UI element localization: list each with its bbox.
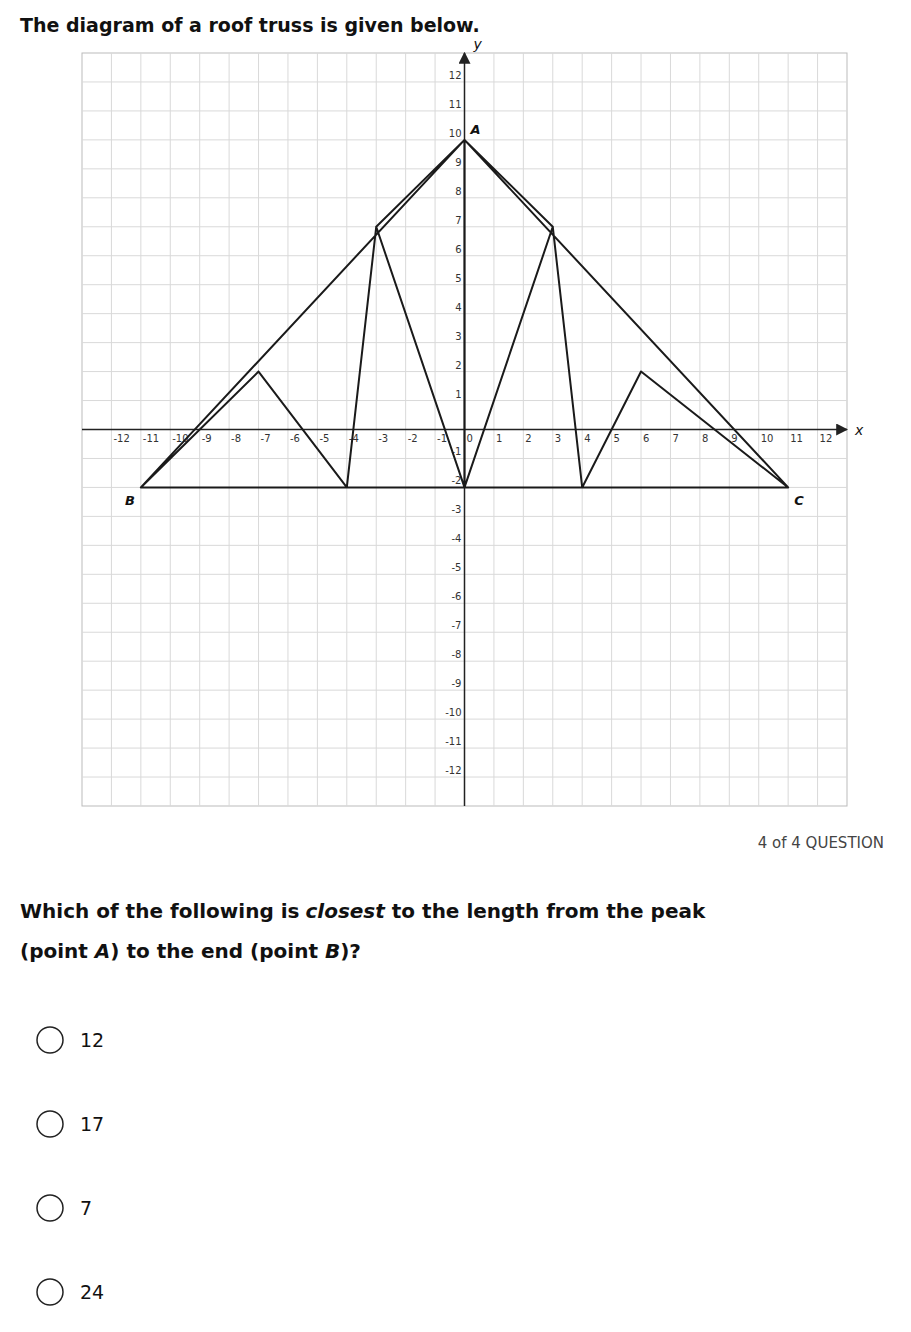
- point-label: A: [470, 122, 481, 137]
- x-tick-label: 6: [643, 433, 649, 444]
- grid: [82, 53, 847, 806]
- x-tick-label: 7: [672, 433, 678, 444]
- y-tick-label: 3: [455, 331, 461, 342]
- plot-area: [82, 53, 847, 806]
- y-tick-label: 5: [455, 273, 461, 284]
- x-tick-label: -12: [113, 433, 129, 444]
- y-tick-label: -6: [452, 591, 462, 602]
- y-tick-label: 4: [455, 302, 461, 313]
- y-tick-label: -9: [452, 678, 462, 689]
- y-tick-label: -12: [445, 765, 461, 776]
- y-tick-label: -5: [452, 562, 462, 573]
- y-tick-label: 1: [455, 389, 461, 400]
- question-part: (point: [20, 939, 95, 963]
- x-tick-label: 12: [820, 433, 833, 444]
- question-line: Which of the following isclosest to the …: [20, 899, 706, 923]
- title: The diagram of a roof truss is given bel…: [20, 14, 480, 36]
- question-part: B: [325, 939, 340, 963]
- question-part: Which of the following is: [20, 899, 299, 923]
- y-tick-label: -8: [452, 649, 462, 660]
- x-tick-label: 5: [614, 433, 620, 444]
- x-tick-label: -7: [261, 433, 271, 444]
- x-tick-label: 9: [731, 433, 737, 444]
- choice-label[interactable]: 24: [80, 1281, 104, 1303]
- y-tick-label: 10: [449, 128, 462, 139]
- choice-label[interactable]: 7: [80, 1197, 92, 1219]
- x-tick-label: -9: [202, 433, 212, 444]
- y-tick-label: -11: [445, 736, 461, 747]
- x-tick-label: -5: [319, 433, 329, 444]
- radio-button[interactable]: [37, 1111, 63, 1137]
- tick-labels: -12-11-10-9-8-7-6-5-4-3-2-10123456789101…: [113, 70, 832, 776]
- y-tick-label: -7: [452, 620, 462, 631]
- x-tick-label: 10: [761, 433, 774, 444]
- choice-label[interactable]: 12: [80, 1029, 104, 1051]
- x-tick-label: 2: [525, 433, 531, 444]
- y-tick-label: -3: [452, 504, 462, 515]
- radio-button[interactable]: [37, 1279, 63, 1305]
- radio-button[interactable]: [37, 1027, 63, 1053]
- marks: [141, 140, 788, 488]
- x-tick-label: -11: [143, 433, 159, 444]
- y-tick-label: 8: [455, 186, 461, 197]
- x-tick-label: -3: [378, 433, 388, 444]
- y-axis-label: y: [473, 36, 483, 52]
- x-tick-label: 4: [584, 433, 590, 444]
- x-tick-label: 3: [555, 433, 561, 444]
- y-tick-label: 2: [455, 360, 461, 371]
- question-part: )?: [340, 939, 361, 963]
- chart: The diagram of a roof truss is given bel…: [0, 0, 911, 1332]
- y-tick-label: -4: [452, 533, 462, 544]
- choice-label[interactable]: 17: [80, 1113, 104, 1135]
- question-part: A: [93, 939, 110, 963]
- y-tick-label: 7: [455, 215, 461, 226]
- question-part: ) to the end (point: [110, 939, 325, 963]
- x-tick-label: 0: [467, 433, 473, 444]
- x-tick-label: -8: [231, 433, 241, 444]
- x-axis-label: x: [854, 422, 864, 438]
- question-line: (point A) to the end (point B)?: [20, 939, 361, 963]
- question-label: 4 of 4 QUESTION: [758, 834, 884, 852]
- truss-line: [141, 140, 788, 488]
- question-part: to the length from the peak: [385, 899, 706, 923]
- x-tick-label: 1: [496, 433, 502, 444]
- y-tick-label: 11: [449, 99, 462, 110]
- x-tick-label: 11: [790, 433, 803, 444]
- point-label: B: [125, 493, 135, 508]
- x-tick-label: -6: [290, 433, 300, 444]
- y-tick-label: 6: [455, 244, 461, 255]
- y-tick-label: -10: [445, 707, 461, 718]
- question-part: closest: [305, 899, 386, 923]
- x-tick-label: 8: [702, 433, 708, 444]
- point-label: C: [794, 493, 804, 508]
- y-tick-label: 9: [455, 157, 461, 168]
- radio-button[interactable]: [37, 1195, 63, 1221]
- x-tick-label: -2: [408, 433, 418, 444]
- y-tick-label: 12: [449, 70, 462, 81]
